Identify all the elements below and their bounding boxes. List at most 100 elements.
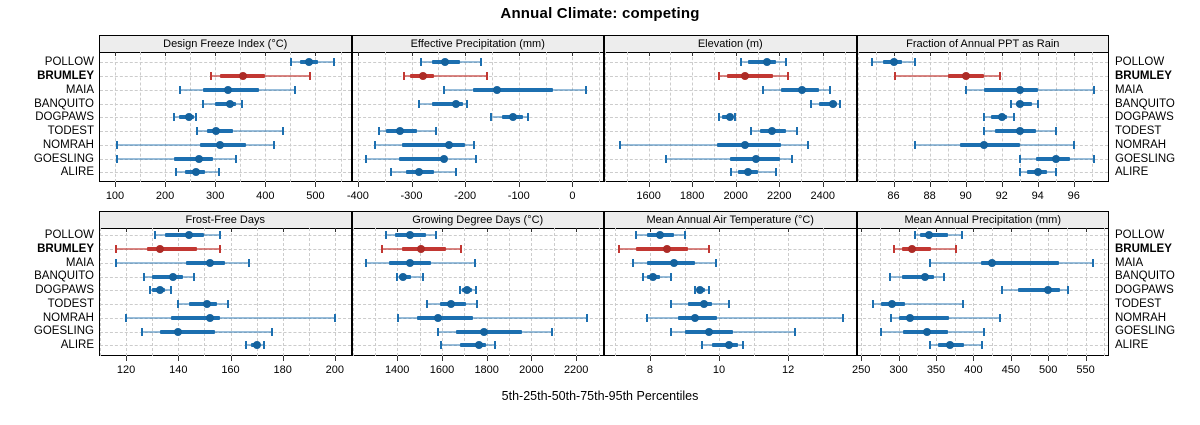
whisker-5-95 [619,143,808,146]
axis-tick-bottom [1048,356,1050,361]
whisker-cap [914,58,917,67]
row-label-left-banquito: BANQUITO [34,97,94,110]
whisker-5-95 [398,316,588,319]
median-dot [961,72,970,81]
gridline-vertical [692,52,694,182]
whisker-cap [1072,140,1075,149]
gridline-vertical [531,228,533,356]
gridline-vertical [340,52,342,182]
panel-title: Effective Precipitation (mm) [410,38,545,50]
median-dot [656,231,665,240]
gridline-horizontal [100,248,351,250]
gridline-vertical [230,228,232,356]
gridline-vertical [626,52,628,182]
row-label-right-maia: MAIA [1115,256,1144,269]
median-dot [1015,85,1024,94]
axis-tick-bottom [1085,356,1087,361]
whisker-cap [210,72,213,81]
panel-title: Elevation (m) [697,38,763,50]
axis-tick-label: 1800 [474,364,499,376]
whisker-cap [828,85,831,94]
axis-tick-label: 10 [712,364,726,376]
whisker-cap [219,244,221,253]
whisker-cap [289,58,292,67]
whisker-cap [929,341,931,350]
axis-tick-top [1085,228,1087,232]
whisker-cap [201,99,204,108]
panel-strip: Fraction of Annual PPT as Rain [857,36,1108,53]
whisker-cap [219,231,221,240]
whisker-cap [140,327,143,336]
whisker-cap [475,300,478,308]
whisker-cap [333,313,336,322]
gridline-vertical [576,228,578,356]
gridline-horizontal [857,103,1108,105]
whisker-cap [645,313,648,322]
gridline-horizontal [352,276,603,278]
axis-tick-top [648,52,650,56]
median-dot [509,113,518,122]
whisker-cap [148,286,151,295]
gridline-horizontal [605,131,856,132]
axis-tick-bottom [893,182,895,187]
gridline-vertical [240,52,242,182]
panel-effective-precipitation-mm-: Effective Precipitation (mm) -400 -300 -200… [347,35,604,202]
axis-tick-label: 2000 [723,190,748,202]
axis-tick-bottom [735,182,737,187]
axis-tick-top [357,52,359,56]
gridline-horizontal [100,262,351,264]
whisker-cap [442,85,445,94]
axis-tick-bottom [719,356,720,361]
gridline-vertical [753,228,755,356]
whisker-cap [728,300,731,308]
gridline-horizontal [100,345,351,347]
whisker-cap [178,85,181,94]
whisker-cap [418,99,420,108]
whisker-cap [998,72,1001,81]
axis-tick-top [442,228,443,232]
gridline-vertical [857,52,859,182]
median-dot [184,113,193,122]
gridline-horizontal [605,89,856,91]
axis-tick-bottom [973,356,975,361]
whisker-cap [235,154,238,163]
iqr-bar-25-75 [712,343,738,348]
panel-fraction-of-annual-ppt-as-rain: Fraction of Annual PPT as Rain 86 88 90 92 94… [856,35,1109,202]
gridline-horizontal [352,262,603,264]
iqr-bar-25-75 [636,246,688,251]
whisker-cap [474,154,477,163]
whisker-cap [173,113,176,122]
row-label-left-nomrah: NOMRAH [42,138,94,151]
axis-tick-top [282,228,284,232]
panel-strip: Design Freeze Index (°C) [100,36,351,53]
whisker-cap [395,272,398,281]
whisker-cap [309,72,312,81]
whisker-cap [982,127,985,135]
row-label-right-nomrah: NOMRAH [1115,311,1167,324]
gridline-vertical [605,52,606,182]
row-label-left-maia: MAIA [65,83,94,96]
median-dot [908,244,917,253]
whisker-cap [669,327,672,336]
whisker-cap [631,258,634,267]
axis-tick-top [929,52,931,56]
axis-tick-top [893,52,895,56]
gridline-vertical [545,52,547,182]
row-label-right-todest: TODEST [1115,297,1162,310]
row-label-right-pollow: POLLOW [1115,56,1165,69]
axis-tick-top [973,228,975,232]
axis-tick-top [692,52,694,56]
gridline-vertical [384,52,386,182]
whisker-cap [707,244,710,253]
whisker-cap [981,341,984,350]
gridline-vertical [788,228,790,356]
median-dot [1015,99,1024,108]
whisker-cap [380,244,383,253]
panel-mean-annual-precipitation-mm-: Mean Annual Precipitation (mm) 250 300 350 4… [852,211,1109,376]
gridline-horizontal [100,276,351,278]
whisker-cap [617,244,620,253]
row-label-left-alire: ALIRE [60,339,94,352]
gridline-vertical [492,52,493,182]
panel-title: Growing Degree Days (°C) [412,214,544,226]
plot-area: 1400 1600 1800 2000 2200 [352,228,603,376]
